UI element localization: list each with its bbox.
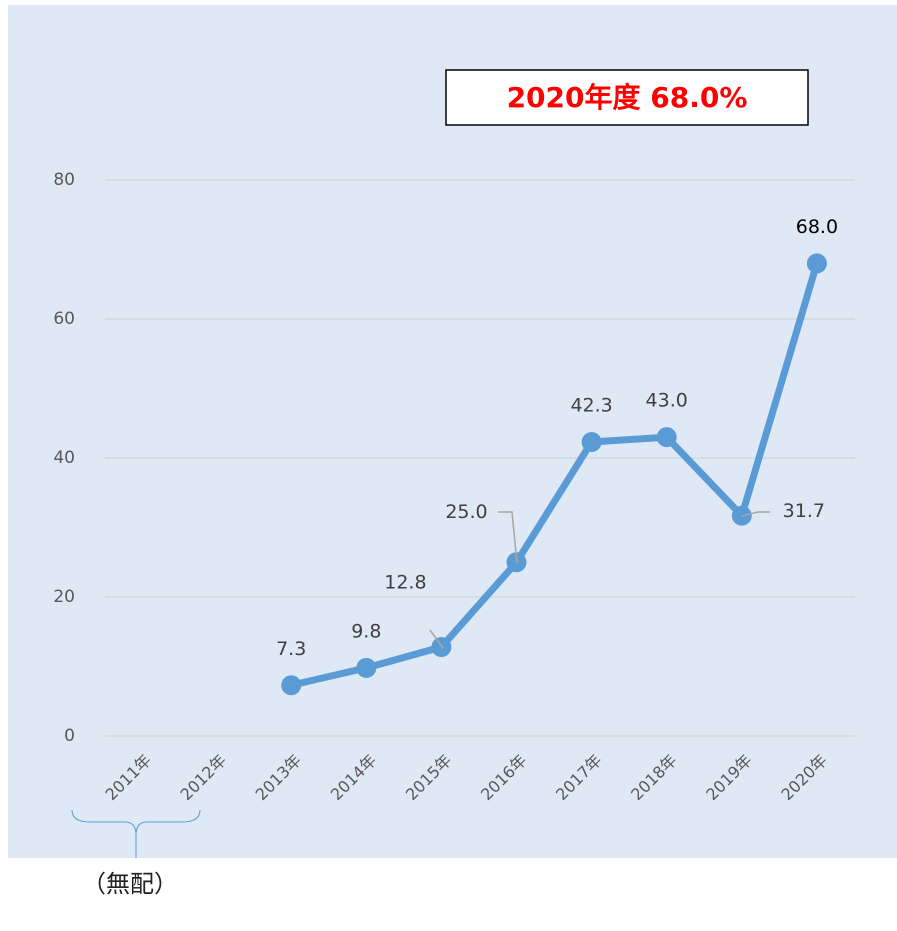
marker [806, 253, 827, 274]
note: （無配） [82, 870, 178, 898]
leader-line [741, 511, 770, 517]
y-tick-label: 40 [53, 448, 75, 468]
marker [356, 657, 377, 678]
plot-background [8, 5, 897, 858]
data-label: 31.7 [783, 500, 825, 522]
marker [281, 675, 302, 696]
y-tick-label: 20 [53, 587, 75, 607]
marker [656, 427, 677, 448]
data-label: 25.0 [445, 501, 487, 523]
data-label: 12.8 [384, 572, 426, 594]
marker [581, 432, 602, 453]
leader-line [429, 629, 444, 649]
data-label: 43.0 [646, 390, 688, 412]
line [290, 262, 821, 689]
y-tick-label: 80 [53, 170, 75, 190]
y-tick-label: 60 [53, 309, 75, 329]
data-label: 68.0 [796, 216, 838, 238]
data-label: 9.8 [351, 620, 381, 642]
data-label: 42.3 [570, 395, 612, 417]
annotation: 2020年度 68.0% [507, 81, 748, 114]
data-label: 7.3 [276, 638, 306, 660]
leader-line [498, 511, 518, 564]
y-tick-label: 0 [64, 726, 75, 746]
annotation-box [445, 69, 809, 126]
marker [731, 505, 752, 526]
